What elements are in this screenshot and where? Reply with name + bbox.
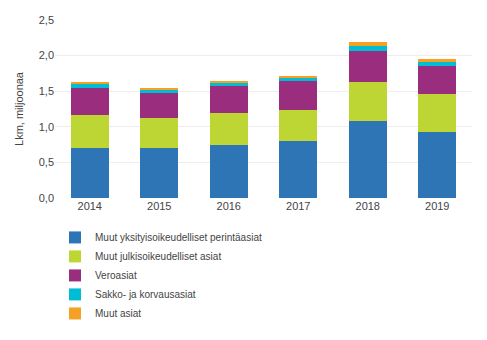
svg-text:0,5: 0,5 xyxy=(39,156,54,168)
svg-text:Veroasiat: Veroasiat xyxy=(95,270,137,281)
svg-text:0,0: 0,0 xyxy=(39,192,54,204)
svg-text:Lkm, miljoonaa: Lkm, miljoonaa xyxy=(13,71,25,146)
svg-text:2018: 2018 xyxy=(356,200,380,212)
svg-text:2014: 2014 xyxy=(78,200,102,212)
svg-text:Muut julkisoikeudelliset asiat: Muut julkisoikeudelliset asiat xyxy=(95,251,221,262)
svg-text:Muut asiat: Muut asiat xyxy=(95,308,141,319)
svg-text:2015: 2015 xyxy=(147,200,171,212)
svg-text:1,0: 1,0 xyxy=(39,121,54,133)
svg-text:2016: 2016 xyxy=(217,200,241,212)
svg-text:2,0: 2,0 xyxy=(39,49,54,61)
svg-text:2,5: 2,5 xyxy=(39,14,54,26)
svg-text:2019: 2019 xyxy=(425,200,449,212)
svg-text:2017: 2017 xyxy=(286,200,310,212)
svg-text:1,5: 1,5 xyxy=(39,85,54,97)
svg-text:Sakko- ja korvausasiat: Sakko- ja korvausasiat xyxy=(95,289,196,300)
svg-text:Muut yksityisoikeudelliset per: Muut yksityisoikeudelliset perintäasiat xyxy=(95,232,262,243)
